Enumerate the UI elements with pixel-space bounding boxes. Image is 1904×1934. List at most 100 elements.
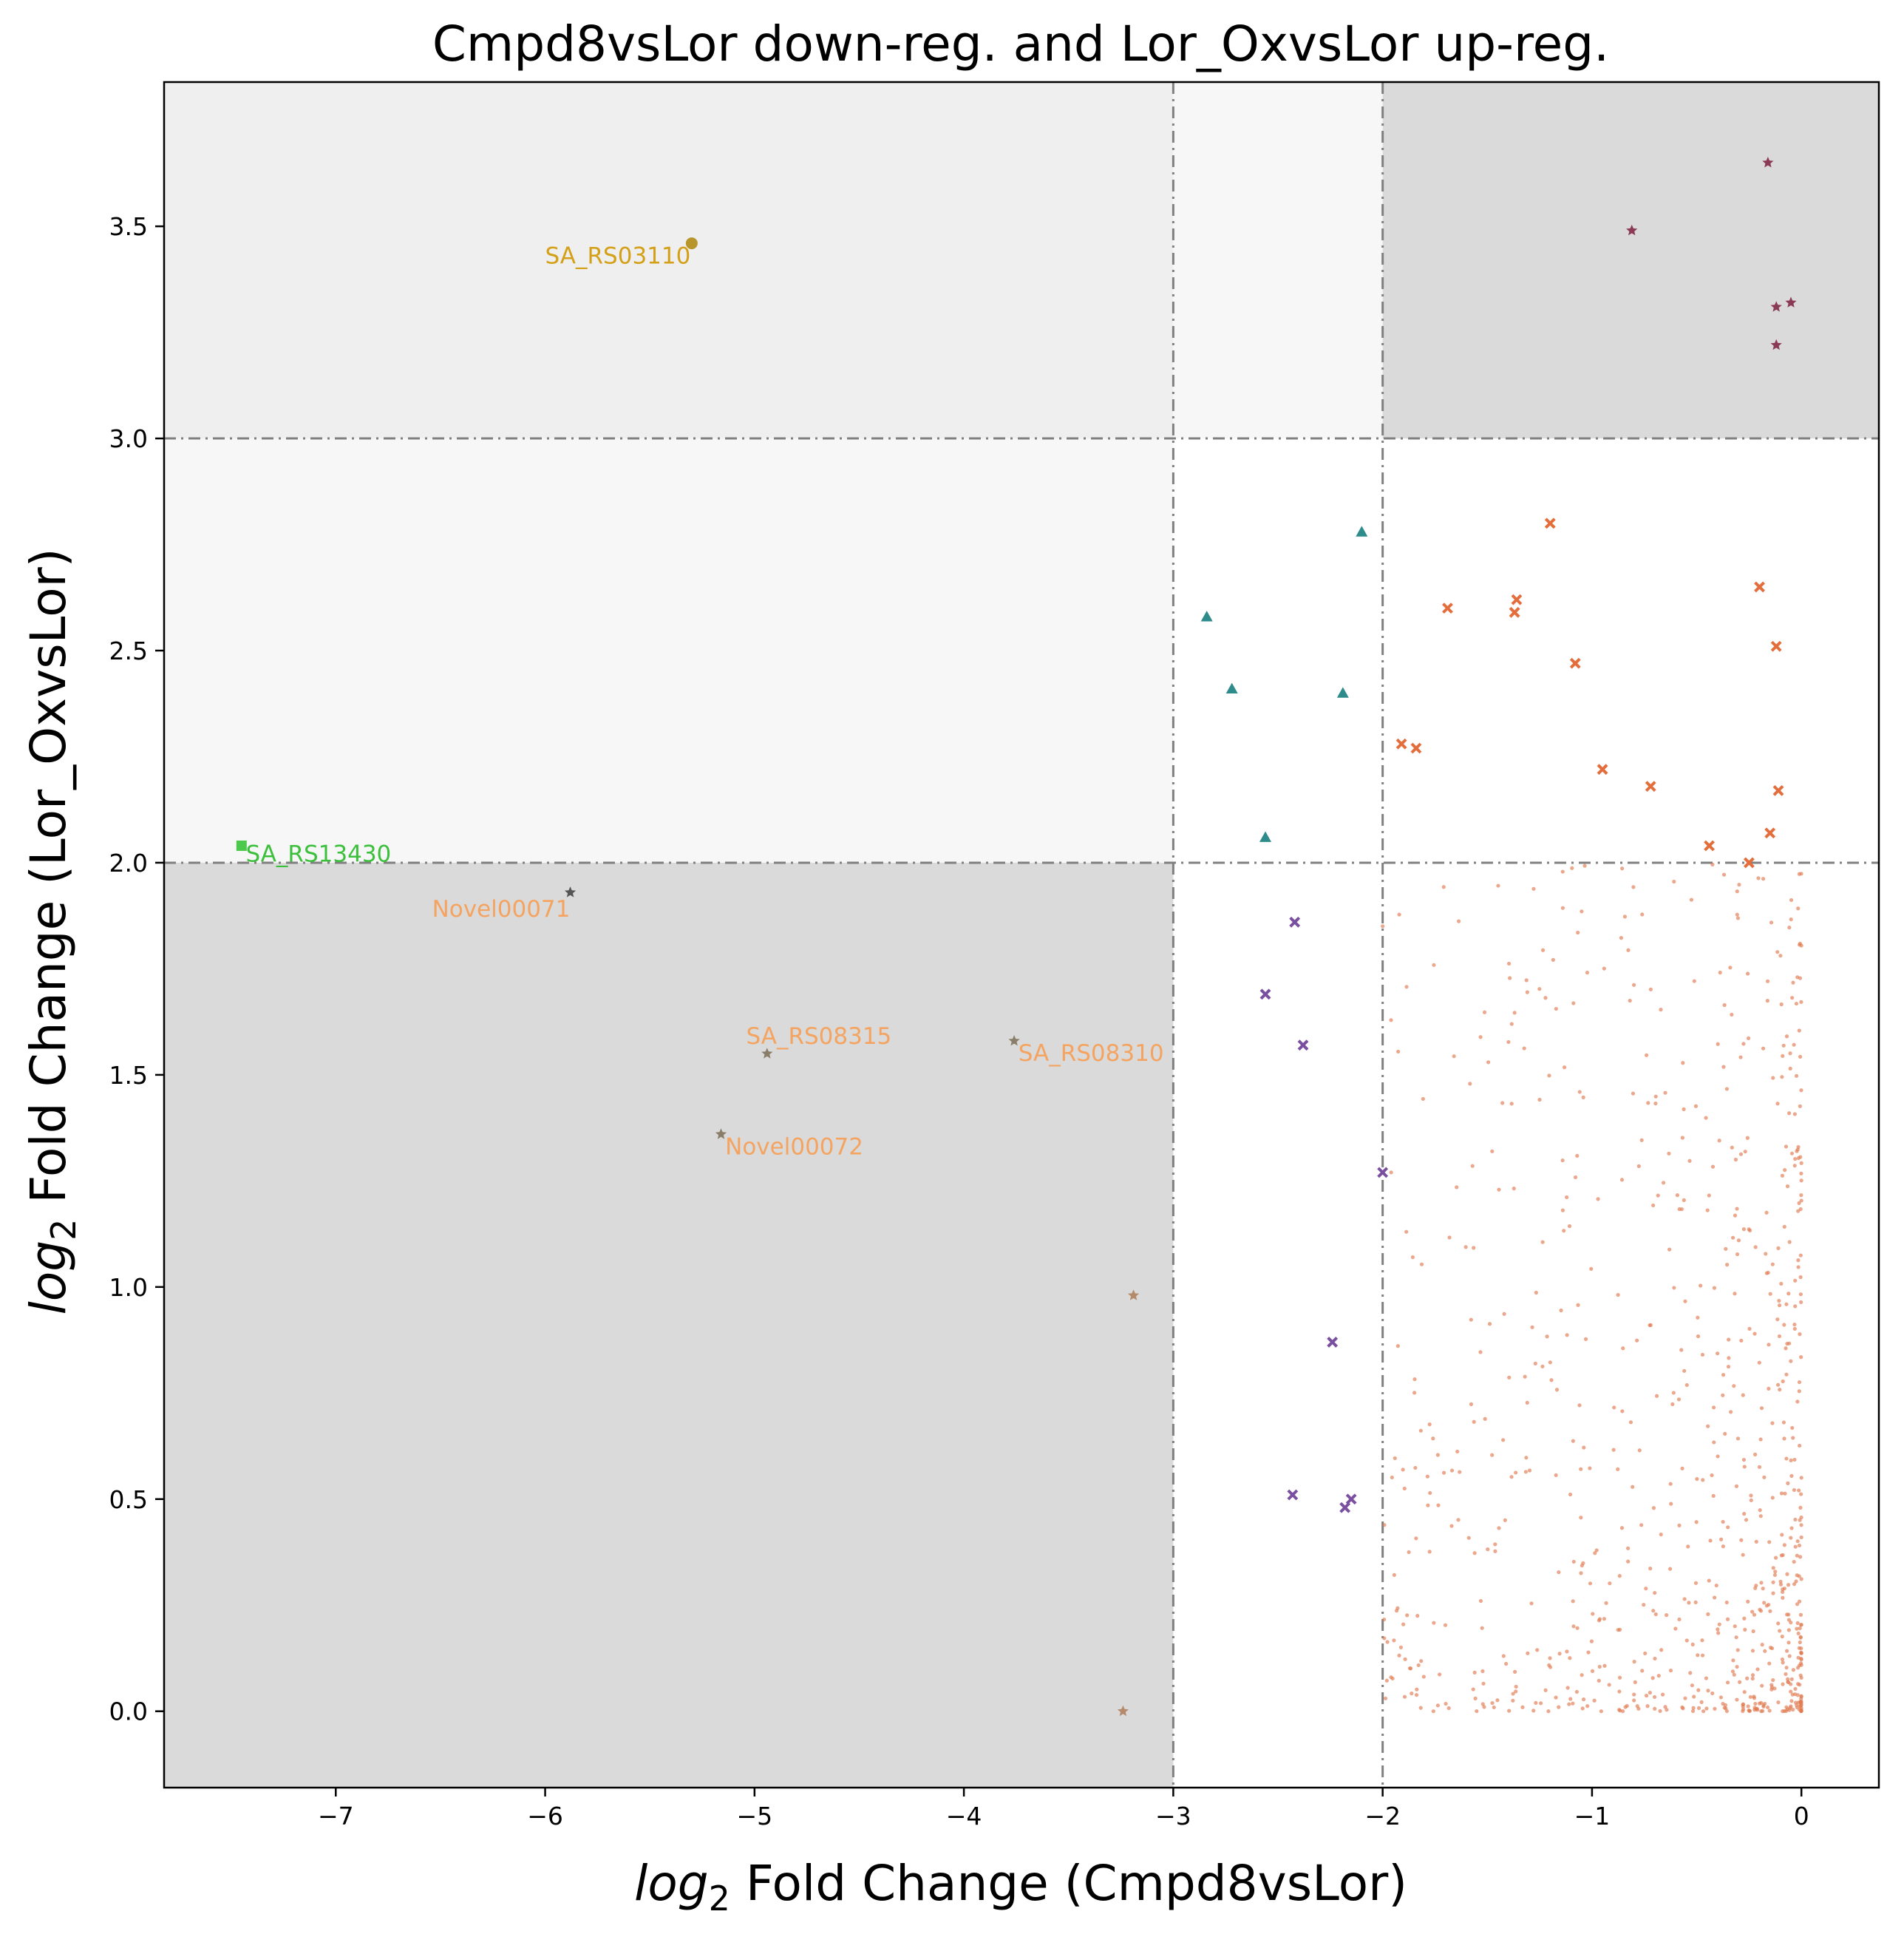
x-axis-label: log2 Fold Change (Cmpd8vsLor) xyxy=(634,1855,1407,1918)
data-point xyxy=(1469,1317,1473,1322)
data-point xyxy=(1435,1453,1440,1457)
data-point xyxy=(1403,1657,1407,1661)
data-point xyxy=(1747,1228,1752,1232)
data-point xyxy=(1798,1626,1802,1631)
data-point xyxy=(1581,1095,1585,1099)
data-point xyxy=(1650,1676,1655,1680)
y-tick-label: 0.5 xyxy=(109,1485,148,1514)
data-point xyxy=(1535,1648,1540,1652)
data-point xyxy=(1792,1457,1797,1462)
data-point xyxy=(1418,1706,1423,1710)
data-point xyxy=(1571,1701,1575,1706)
data-point xyxy=(1636,1164,1641,1168)
data-point xyxy=(1795,975,1800,980)
data-point xyxy=(1784,1144,1789,1149)
data-point xyxy=(1496,883,1500,888)
data-point xyxy=(1714,1583,1718,1588)
data-point xyxy=(1758,1508,1762,1513)
data-point xyxy=(1693,1600,1698,1605)
data-point xyxy=(1798,1054,1803,1059)
data-point xyxy=(1632,1692,1636,1697)
data-point xyxy=(1789,1151,1795,1156)
data-point xyxy=(1466,1536,1471,1540)
data-point xyxy=(1402,1694,1407,1699)
data-point xyxy=(1721,872,1727,877)
data-point xyxy=(1775,1102,1780,1106)
data-point xyxy=(1557,1652,1562,1656)
shaded-region xyxy=(164,862,1174,1788)
data-point xyxy=(1777,1298,1781,1303)
data-point xyxy=(1415,1687,1419,1692)
data-point xyxy=(1486,1547,1490,1552)
data-point xyxy=(1788,1066,1792,1071)
data-point xyxy=(1757,1360,1761,1365)
data-point xyxy=(1547,1073,1551,1078)
data-point xyxy=(1765,999,1769,1003)
data-point xyxy=(1741,1457,1747,1462)
data-point xyxy=(1789,1699,1794,1703)
data-point xyxy=(1653,1102,1658,1106)
data-point xyxy=(1456,1518,1461,1522)
data-point xyxy=(1798,1640,1802,1645)
data-point xyxy=(1495,1698,1500,1703)
data-point xyxy=(1612,1405,1616,1410)
data-point xyxy=(1404,985,1409,989)
data-point xyxy=(1780,1173,1785,1178)
data-point xyxy=(1787,1654,1792,1658)
data-point xyxy=(1747,1709,1752,1713)
data-point xyxy=(1771,1076,1775,1080)
data-point xyxy=(1779,1491,1784,1496)
data-point xyxy=(1730,1669,1735,1674)
data-point xyxy=(1531,886,1536,891)
data-point xyxy=(1767,1386,1771,1391)
data-point xyxy=(1758,1437,1763,1442)
data-point xyxy=(1574,1689,1579,1694)
data-point xyxy=(1651,1203,1656,1208)
data-point xyxy=(1577,1090,1582,1094)
data-point xyxy=(1487,1322,1492,1326)
data-point xyxy=(1759,1700,1764,1705)
data-point xyxy=(1472,1551,1477,1555)
data-point xyxy=(1790,996,1795,1000)
data-point xyxy=(1562,1229,1566,1233)
y-tick-label: 3.5 xyxy=(109,212,148,241)
data-point xyxy=(1677,1523,1682,1528)
data-point xyxy=(1778,1579,1783,1584)
data-point xyxy=(1753,1245,1758,1249)
data-point xyxy=(1784,1456,1789,1461)
data-point xyxy=(1796,1265,1801,1269)
data-point xyxy=(1786,1640,1791,1645)
data-point xyxy=(1571,1439,1575,1443)
data-point xyxy=(1692,1694,1696,1699)
data-point xyxy=(1534,1700,1538,1705)
data-point xyxy=(1701,1709,1706,1714)
data-point xyxy=(1789,1458,1793,1463)
data-point xyxy=(1382,1523,1387,1527)
data-point xyxy=(1749,1493,1753,1498)
data-point xyxy=(1786,1618,1791,1622)
data-point xyxy=(1795,1539,1800,1544)
data-point xyxy=(1383,1696,1388,1700)
data-point xyxy=(1777,1303,1782,1308)
data-point xyxy=(1799,1476,1803,1480)
data-point xyxy=(1586,1650,1591,1655)
data-point xyxy=(1780,1533,1784,1537)
data-point xyxy=(1653,1706,1657,1711)
data-point xyxy=(1764,1252,1768,1256)
data-point xyxy=(1786,1292,1791,1296)
data-point xyxy=(1670,1402,1675,1406)
data-point xyxy=(1443,1623,1448,1627)
data-point xyxy=(1798,1612,1803,1617)
data-point xyxy=(1582,863,1587,868)
data-point xyxy=(1625,1546,1631,1550)
data-point xyxy=(1750,1673,1755,1677)
data-point xyxy=(1691,1706,1696,1710)
data-point xyxy=(1751,1629,1755,1634)
data-point xyxy=(1793,1156,1798,1161)
data-point xyxy=(1501,1654,1506,1658)
data-point xyxy=(1761,1587,1765,1591)
data-point xyxy=(1512,1187,1516,1191)
data-point xyxy=(1551,957,1555,962)
x-tick-label: −2 xyxy=(1364,1802,1401,1830)
data-point xyxy=(1775,950,1780,954)
